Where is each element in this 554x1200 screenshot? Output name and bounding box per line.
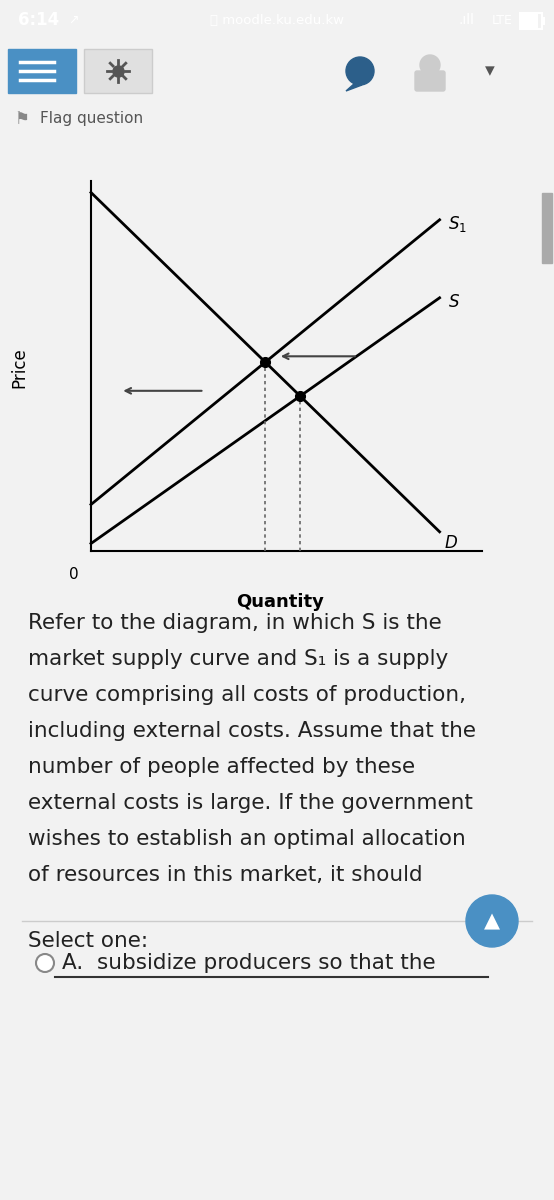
Text: $D$: $D$ xyxy=(444,534,458,552)
Text: wishes to establish an optimal allocation: wishes to establish an optimal allocatio… xyxy=(28,829,466,850)
Polygon shape xyxy=(346,83,362,91)
Text: number of people affected by these: number of people affected by these xyxy=(28,757,415,778)
FancyBboxPatch shape xyxy=(415,71,445,91)
Bar xyxy=(542,17,545,25)
Text: $S$: $S$ xyxy=(448,293,460,311)
Text: LTE: LTE xyxy=(492,13,513,26)
Text: 0: 0 xyxy=(69,568,79,582)
Text: Flag question: Flag question xyxy=(40,112,143,126)
Text: ⚑: ⚑ xyxy=(14,110,29,128)
Text: including external costs. Assume that the: including external costs. Assume that th… xyxy=(28,721,476,740)
Text: ▲: ▲ xyxy=(484,911,500,931)
Text: of resources in this market, it should: of resources in this market, it should xyxy=(28,865,423,886)
Circle shape xyxy=(346,56,374,85)
Text: $S_1$: $S_1$ xyxy=(448,214,467,234)
Text: 6:14: 6:14 xyxy=(18,11,59,29)
Bar xyxy=(520,13,542,29)
Circle shape xyxy=(420,55,440,74)
Text: Price: Price xyxy=(11,348,29,389)
Text: external costs is large. If the government: external costs is large. If the governme… xyxy=(28,793,473,814)
Bar xyxy=(8,49,76,92)
Text: ↗: ↗ xyxy=(68,13,79,26)
Text: .ıll: .ıll xyxy=(459,13,475,28)
Bar xyxy=(84,49,152,92)
Bar xyxy=(542,193,552,263)
Text: Quantity: Quantity xyxy=(236,593,324,611)
Circle shape xyxy=(466,895,518,947)
Text: Select one:: Select one: xyxy=(28,931,148,950)
Text: Refer to the diagram, in which S is the: Refer to the diagram, in which S is the xyxy=(28,613,442,634)
Text: curve comprising all costs of production,: curve comprising all costs of production… xyxy=(28,685,466,704)
Text: 🔒 moodle.ku.edu.kw: 🔒 moodle.ku.edu.kw xyxy=(210,13,344,26)
Bar xyxy=(521,13,538,29)
Text: ▾: ▾ xyxy=(485,61,495,80)
Circle shape xyxy=(36,954,54,972)
Text: market supply curve and S₁ is a supply: market supply curve and S₁ is a supply xyxy=(28,649,448,670)
Text: A.  subsidize producers so that the: A. subsidize producers so that the xyxy=(62,953,435,973)
